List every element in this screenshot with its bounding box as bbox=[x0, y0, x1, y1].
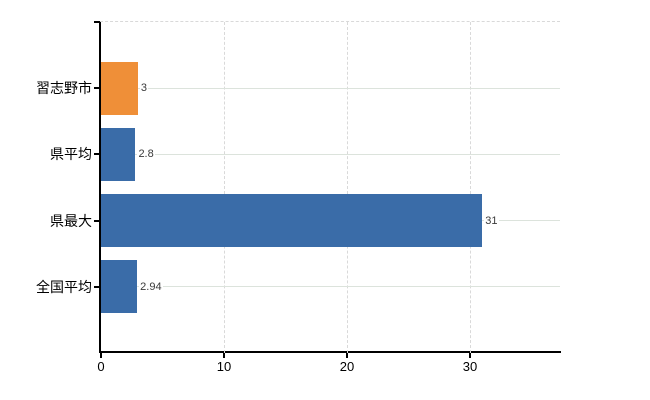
y-axis-tick bbox=[94, 219, 100, 222]
h-gridline bbox=[101, 153, 560, 155]
bar-value-label: 2.94 bbox=[139, 278, 163, 295]
y-axis-category-label: 県平均 bbox=[50, 146, 92, 163]
bar-2 bbox=[101, 194, 483, 248]
y-axis-tick bbox=[94, 153, 100, 156]
v-gridline bbox=[224, 22, 225, 353]
bar-3 bbox=[101, 260, 138, 314]
x-axis-tick-label: 20 bbox=[339, 359, 355, 374]
v-gridline bbox=[347, 22, 348, 353]
x-axis-tick bbox=[469, 353, 471, 358]
plot-area: 3 2.8 31 2.94 bbox=[101, 22, 560, 353]
h-gridline bbox=[101, 87, 560, 89]
x-axis-tick bbox=[100, 353, 102, 358]
y-axis-category-label: 習志野市 bbox=[36, 80, 92, 97]
plot-top-border bbox=[100, 21, 560, 22]
x-axis-tick bbox=[223, 353, 225, 358]
y-axis-category-label: 県最大 bbox=[50, 212, 92, 229]
y-axis-category-label: 全国平均 bbox=[36, 278, 92, 295]
x-axis-tick-label: 10 bbox=[216, 359, 232, 374]
y-axis-line bbox=[99, 22, 101, 353]
y-axis-tick bbox=[94, 87, 100, 90]
x-axis-tick-label: 30 bbox=[462, 359, 478, 374]
bar-value-label: 31 bbox=[484, 212, 499, 229]
bar-value-label: 3 bbox=[139, 80, 149, 97]
y-axis-top-tick bbox=[94, 21, 100, 23]
bar-1 bbox=[101, 127, 136, 181]
x-axis-tick-label: 0 bbox=[97, 359, 105, 374]
x-axis-line bbox=[99, 351, 561, 353]
h-gridline bbox=[101, 286, 560, 288]
v-gridline bbox=[470, 22, 471, 353]
bar-0 bbox=[101, 61, 138, 115]
y-axis-tick bbox=[94, 285, 100, 288]
bar-value-label: 2.8 bbox=[137, 146, 155, 163]
x-axis-tick bbox=[346, 353, 348, 358]
